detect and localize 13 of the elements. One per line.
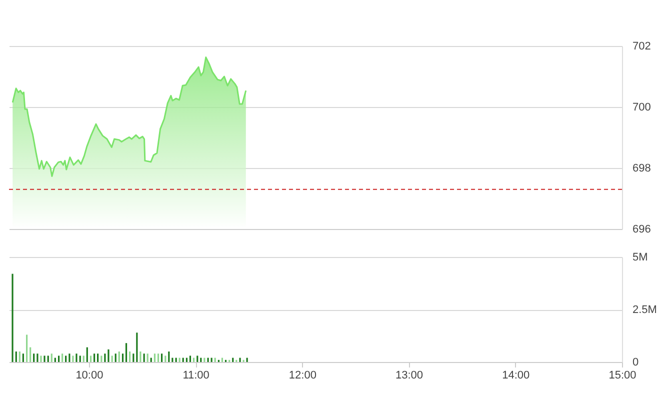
x-tick-label: 14:00: [502, 370, 530, 382]
y-tick-label: 2.5M: [632, 304, 657, 316]
y-tick-label: 700: [632, 102, 651, 114]
x-tick-label: 13:00: [396, 370, 424, 382]
x-tick-label: 11:00: [182, 370, 210, 382]
y-tick-label: 0: [632, 356, 639, 368]
x-tick-label: 12:00: [288, 370, 316, 382]
y-tick-label: 696: [632, 224, 651, 236]
x-tick-label: 15:00: [608, 370, 636, 382]
y-tick-label: 702: [632, 40, 651, 52]
y-tick-label: 5M: [632, 252, 648, 264]
y-tick-label: 698: [632, 162, 651, 174]
x-tick-label: 10:00: [76, 370, 104, 382]
